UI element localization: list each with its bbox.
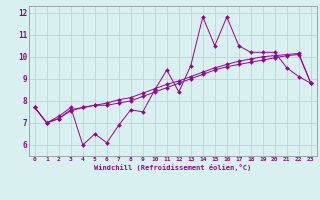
X-axis label: Windchill (Refroidissement éolien,°C): Windchill (Refroidissement éolien,°C) — [94, 164, 252, 171]
